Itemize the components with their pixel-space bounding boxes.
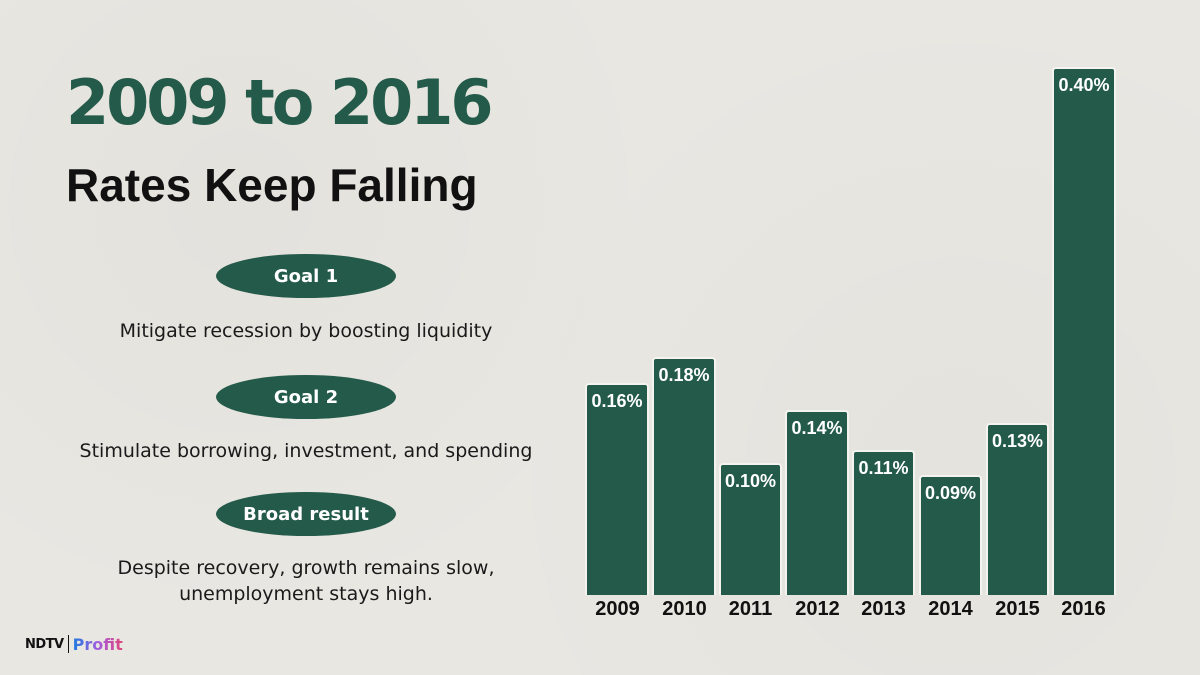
bar-value-label: 0.10% xyxy=(724,471,777,491)
bar-value-label: 0.18% xyxy=(658,365,710,385)
bar-2014: 0.09% xyxy=(919,475,982,595)
ndtv-profit-logo: NDTV Profit xyxy=(25,634,123,654)
goal-2-description: Stimulate borrowing, investment, and spe… xyxy=(79,440,533,462)
logo-product: Profit xyxy=(72,634,123,654)
x-tick-2009: 2009 xyxy=(595,598,640,620)
broad-result-line-1: Despite recovery, growth remains slow, xyxy=(117,557,495,579)
bar-2010: 0.18% xyxy=(652,357,716,595)
bar-2016: 0.40% xyxy=(1052,67,1116,595)
bar-2009: 0.16% xyxy=(585,383,649,595)
broad-result-badge: Broad result xyxy=(216,492,396,536)
x-tick-2010: 2010 xyxy=(662,598,707,620)
page-title: 2009 to 2016 xyxy=(66,66,494,139)
x-tick-2011: 2011 xyxy=(728,598,773,620)
bar-value-label: 0.13% xyxy=(991,431,1044,451)
broad-result-line-2: unemployment stays high. xyxy=(179,583,433,605)
x-tick-2013: 2013 xyxy=(861,598,906,620)
logo-divider xyxy=(67,635,69,653)
bar-2015: 0.13% xyxy=(986,423,1049,595)
bar-value-label: 0.40% xyxy=(1058,75,1110,95)
goal-1-description: Mitigate recession by boosting liquidity xyxy=(119,320,493,342)
bar-2012: 0.14% xyxy=(785,410,849,595)
bar-2013: 0.11% xyxy=(852,450,915,595)
broad-result-description: Despite recovery, growth remains slow, u… xyxy=(40,555,572,607)
x-tick-2016: 2016 xyxy=(1061,598,1106,620)
bar-value-label: 0.09% xyxy=(924,483,977,503)
logo-brand: NDTV xyxy=(25,636,64,652)
goal-2-badge: Goal 2 xyxy=(216,375,396,419)
bar-value-label: 0.16% xyxy=(591,391,643,411)
bar-value-label: 0.14% xyxy=(791,418,843,438)
x-tick-2015: 2015 xyxy=(995,598,1040,620)
goal-1-badge: Goal 1 xyxy=(216,254,396,298)
page-subtitle: Rates Keep Falling xyxy=(66,159,478,211)
x-tick-2014: 2014 xyxy=(928,598,973,620)
bar-2011: 0.10% xyxy=(719,463,782,595)
x-tick-2012: 2012 xyxy=(795,598,840,620)
bar-value-label: 0.11% xyxy=(858,458,909,478)
